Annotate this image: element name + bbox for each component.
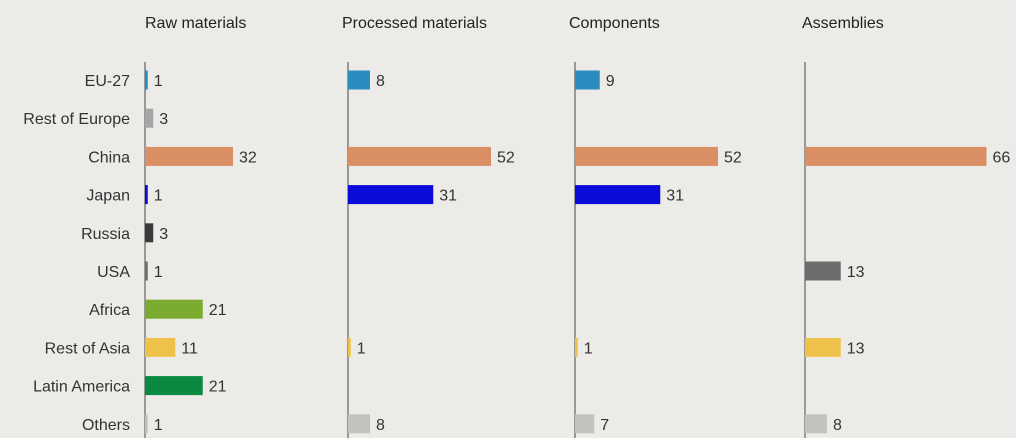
category-label-others: Others [82, 417, 130, 434]
category-label-russia: Russia [81, 226, 130, 243]
value-label-raw-materials-others: 1 [154, 417, 163, 434]
value-label-processed-materials-eu-27: 8 [376, 73, 385, 90]
bar-assemblies-china [805, 146, 987, 166]
category-label-usa: USA [97, 264, 130, 281]
value-label-components-others: 7 [600, 417, 609, 434]
bar-raw-materials-africa [145, 299, 203, 319]
category-label-latin-america: Latin America [33, 379, 130, 396]
value-label-processed-materials-rest-of-asia: 1 [357, 340, 366, 357]
value-label-components-eu-27: 9 [606, 73, 615, 90]
category-label-rest-of-asia: Rest of Asia [45, 340, 130, 357]
bar-raw-materials-japan [145, 185, 148, 205]
bar-raw-materials-usa [145, 261, 148, 281]
category-label-africa: Africa [89, 302, 130, 319]
bar-processed-materials-rest-of-asia [348, 337, 351, 357]
category-label-rest-of-europe: Rest of Europe [23, 111, 130, 128]
bar-processed-materials-japan [348, 185, 434, 205]
value-label-components-china: 52 [724, 149, 742, 166]
value-label-assemblies-usa: 13 [847, 264, 865, 281]
panel-title-components: Components [569, 15, 660, 32]
bar-processed-materials-china [348, 146, 491, 166]
value-label-raw-materials-china: 32 [239, 149, 257, 166]
value-label-raw-materials-eu-27: 1 [154, 73, 163, 90]
bar-raw-materials-others [145, 414, 148, 434]
value-label-components-rest-of-asia: 1 [584, 340, 593, 357]
category-label-china: China [88, 149, 130, 166]
bar-processed-materials-eu-27 [348, 70, 370, 90]
bar-raw-materials-latin-america [145, 376, 203, 396]
value-label-processed-materials-others: 8 [376, 417, 385, 434]
value-label-components-japan: 31 [666, 188, 684, 205]
bar-components-china [575, 146, 718, 166]
bar-raw-materials-eu-27 [145, 70, 148, 90]
bar-components-rest-of-asia [575, 337, 578, 357]
bar-components-japan [575, 185, 661, 205]
value-label-raw-materials-latin-america: 21 [209, 379, 227, 396]
value-label-processed-materials-china: 52 [497, 149, 515, 166]
value-label-raw-materials-russia: 3 [159, 226, 168, 243]
value-label-raw-materials-japan: 1 [154, 188, 163, 205]
bar-raw-materials-rest-of-asia [145, 337, 176, 357]
panel-title-raw-materials: Raw materials [145, 15, 246, 32]
value-label-assemblies-china: 66 [993, 149, 1011, 166]
value-label-raw-materials-usa: 1 [154, 264, 163, 281]
value-label-raw-materials-rest-of-asia: 11 [181, 340, 198, 357]
panel-title-assemblies: Assemblies [802, 15, 884, 32]
bar-components-others [575, 414, 595, 434]
bar-assemblies-rest-of-asia [805, 337, 841, 357]
bar-raw-materials-russia [145, 223, 154, 243]
bar-components-eu-27 [575, 70, 600, 90]
value-label-raw-materials-africa: 21 [209, 302, 227, 319]
value-label-assemblies-others: 8 [833, 417, 842, 434]
category-label-eu-27: EU-27 [85, 73, 130, 90]
category-label-japan: Japan [86, 188, 130, 205]
bar-assemblies-usa [805, 261, 841, 281]
value-label-raw-materials-rest-of-europe: 3 [159, 111, 168, 128]
bar-raw-materials-rest-of-europe [145, 108, 154, 128]
bar-processed-materials-others [348, 414, 370, 434]
panel-title-processed-materials: Processed materials [342, 15, 487, 32]
bar-raw-materials-china [145, 146, 233, 166]
value-label-assemblies-rest-of-asia: 13 [847, 340, 865, 357]
value-label-processed-materials-japan: 31 [439, 188, 457, 205]
bar-assemblies-others [805, 414, 827, 434]
